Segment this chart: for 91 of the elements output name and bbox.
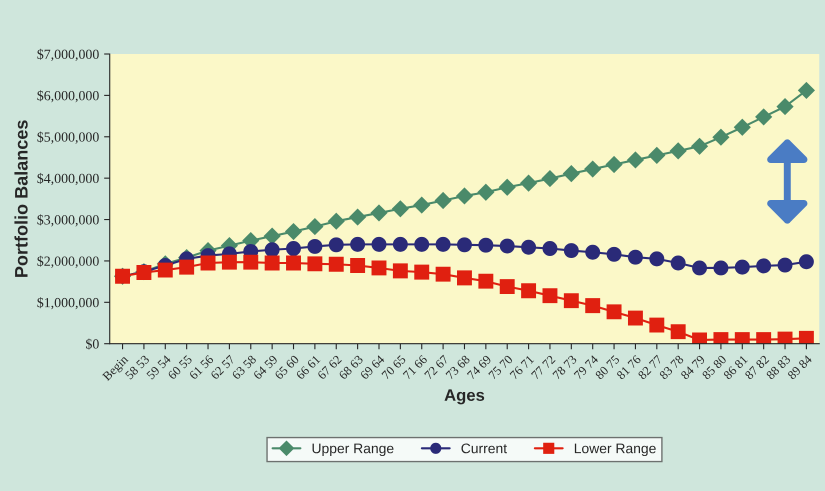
y-tick-label: $0 xyxy=(86,338,99,350)
point xyxy=(392,236,408,252)
point xyxy=(756,258,772,274)
legend-label: Current xyxy=(461,443,507,454)
point xyxy=(370,204,388,222)
point xyxy=(328,237,344,252)
point xyxy=(372,236,386,252)
point xyxy=(286,241,301,256)
point xyxy=(648,147,666,164)
point xyxy=(628,310,643,326)
point xyxy=(222,254,237,270)
point xyxy=(243,254,258,270)
x-axis-title: Ages xyxy=(444,389,484,404)
point xyxy=(755,108,772,126)
point xyxy=(200,256,216,270)
point xyxy=(627,152,644,168)
point xyxy=(542,170,558,187)
point xyxy=(606,156,622,173)
point xyxy=(478,274,494,289)
point xyxy=(436,266,451,282)
point xyxy=(372,260,386,276)
point xyxy=(500,238,515,254)
point xyxy=(776,98,794,115)
y-tick-label: $5,000,000 xyxy=(37,132,99,144)
point xyxy=(328,212,345,230)
point xyxy=(670,324,686,340)
y-tick-label: $1,000,000 xyxy=(37,297,99,310)
point xyxy=(521,240,536,255)
point xyxy=(584,160,602,178)
point xyxy=(606,246,622,262)
point xyxy=(649,318,664,333)
point xyxy=(307,238,322,254)
point xyxy=(477,184,494,201)
legend-label: Upper Range xyxy=(312,444,394,456)
point xyxy=(734,118,751,136)
point xyxy=(264,242,280,258)
point xyxy=(500,279,515,294)
point xyxy=(521,283,536,298)
point xyxy=(328,256,344,272)
point xyxy=(456,188,473,204)
point xyxy=(350,258,366,273)
point xyxy=(306,218,324,235)
point xyxy=(734,260,750,275)
legend-label: Lower Range xyxy=(574,444,656,456)
point xyxy=(628,250,643,265)
point xyxy=(349,208,366,226)
point xyxy=(179,260,194,275)
point xyxy=(692,260,708,276)
point xyxy=(542,288,558,304)
point xyxy=(798,82,815,99)
y-tick-label: $2,000,000 xyxy=(37,256,99,268)
point xyxy=(392,263,408,278)
point xyxy=(414,236,430,252)
point xyxy=(649,251,664,266)
point xyxy=(691,138,708,155)
point xyxy=(457,237,472,252)
point xyxy=(606,304,622,320)
point xyxy=(414,264,430,280)
point xyxy=(498,178,516,196)
point xyxy=(434,192,452,209)
point xyxy=(264,256,280,270)
y-axis-title: Portfolio Balances xyxy=(14,120,28,277)
point xyxy=(564,243,579,258)
point xyxy=(798,330,814,344)
point xyxy=(286,256,301,270)
point xyxy=(778,258,792,273)
point xyxy=(350,236,366,252)
point xyxy=(457,270,472,286)
point xyxy=(585,298,600,314)
y-tick-label: $7,000,000 xyxy=(37,48,99,61)
point xyxy=(564,293,579,308)
y-tick-label: $6,000,000 xyxy=(37,90,99,102)
point xyxy=(307,256,322,272)
point xyxy=(478,238,494,253)
point xyxy=(413,196,430,214)
point xyxy=(520,174,537,192)
point xyxy=(585,244,600,260)
point xyxy=(436,236,451,252)
point xyxy=(712,128,730,146)
point xyxy=(158,262,173,278)
point xyxy=(392,200,409,218)
y-tick-label: $3,000,000 xyxy=(37,214,99,226)
point xyxy=(542,241,558,256)
point xyxy=(264,228,281,244)
point xyxy=(798,254,814,270)
y-tick-label: $4,000,000 xyxy=(37,172,99,186)
point xyxy=(713,260,728,276)
point xyxy=(670,256,686,270)
point xyxy=(562,165,580,182)
point xyxy=(285,223,302,240)
point xyxy=(670,142,687,160)
